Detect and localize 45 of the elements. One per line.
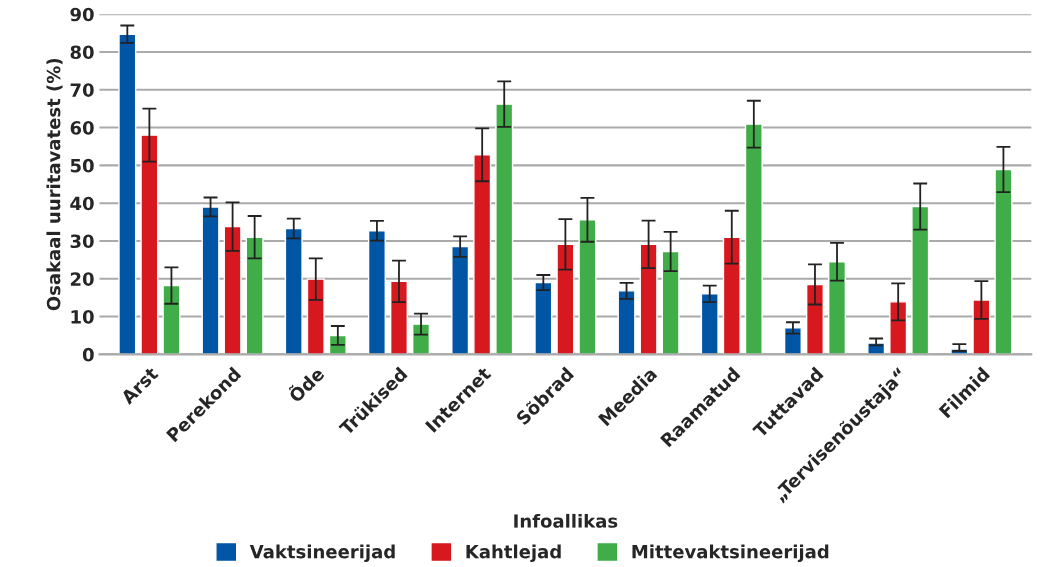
x-axis-title: Infoallikas	[514, 513, 618, 528]
y-tick-label: 10	[71, 310, 94, 324]
bar	[828, 261, 847, 355]
y-axis-title: Osakaal uuritavatest (%)	[46, 58, 63, 311]
y-tick-label: 70	[70, 83, 94, 97]
bar	[578, 219, 597, 355]
bar	[661, 250, 680, 355]
bar	[223, 225, 242, 355]
bar	[805, 283, 824, 355]
bar	[162, 284, 181, 355]
bar	[118, 33, 137, 355]
y-tick-label: 0	[82, 347, 94, 362]
y-tick-label: 60	[70, 121, 94, 135]
legend-label: Mittevaktsineerijad	[632, 544, 829, 563]
bar	[700, 293, 719, 355]
bar	[783, 327, 802, 355]
y-tick-label: 90	[70, 7, 94, 22]
bar	[495, 103, 514, 355]
bar	[744, 123, 763, 355]
bar	[994, 168, 1013, 355]
bar	[451, 245, 470, 355]
bar	[722, 236, 741, 355]
bar	[245, 236, 264, 355]
y-tick-label: 40	[70, 196, 94, 211]
bar	[367, 230, 386, 355]
legend-label: Vaktsineerijad	[249, 544, 395, 563]
bar	[889, 301, 908, 355]
bar	[201, 206, 220, 355]
y-tick-label: 80	[70, 45, 94, 60]
bar	[306, 278, 325, 355]
bar	[140, 134, 159, 355]
legend-label: Kahtlejad	[466, 544, 561, 563]
bar	[617, 290, 636, 355]
y-tick-label: 20	[70, 272, 94, 286]
bar	[911, 205, 930, 355]
bar	[389, 280, 408, 355]
bar	[284, 227, 303, 355]
bar	[972, 299, 991, 355]
y-tick-label: 30	[70, 234, 94, 249]
bar	[534, 281, 553, 355]
bar	[473, 154, 492, 355]
bar	[556, 243, 575, 355]
y-tick-label: 50	[70, 158, 94, 173]
bar	[639, 243, 658, 355]
bar	[412, 323, 431, 355]
